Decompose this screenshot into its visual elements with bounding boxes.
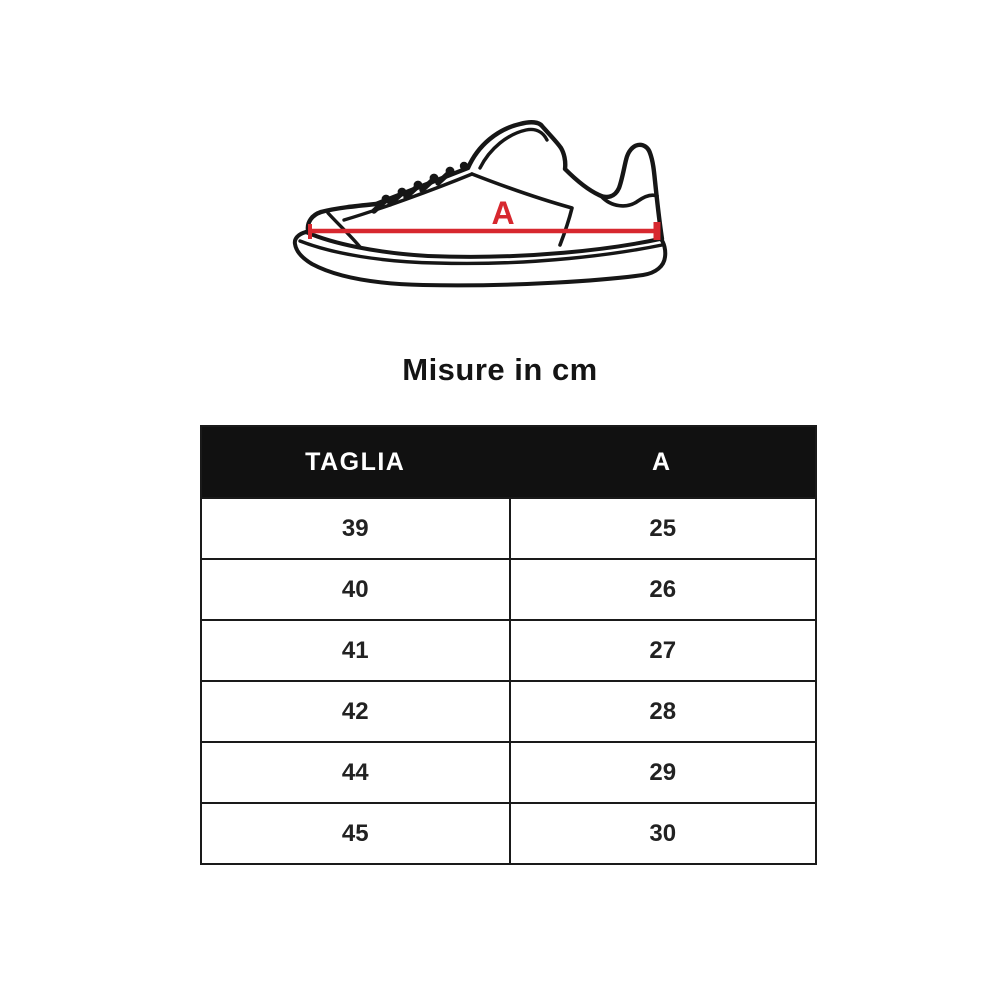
outsole-outline <box>292 230 668 288</box>
table-row: 40 26 <box>202 558 815 619</box>
size-cell: 40 <box>341 575 369 603</box>
table-row: 39 25 <box>202 497 815 558</box>
length-cell: 25 <box>508 499 816 558</box>
heel-patch-line <box>599 193 659 208</box>
sneaker-drawing <box>292 120 668 288</box>
table-row: 45 30 <box>202 802 815 863</box>
page-title: Misure in cm <box>402 352 598 387</box>
lace-eyelet-dots <box>381 161 469 204</box>
length-cell: 27 <box>508 621 816 680</box>
tongue-inner-line <box>478 127 549 170</box>
quarter-seam <box>470 172 574 247</box>
header-cell-taglia: TAGLIA <box>305 447 406 476</box>
length-cell: 29 <box>508 743 816 802</box>
table-row: 41 27 <box>202 619 815 680</box>
table-row: 42 28 <box>202 680 815 741</box>
size-cell: 42 <box>341 697 369 725</box>
length-cell: 26 <box>508 560 816 619</box>
size-cell: 41 <box>341 636 369 664</box>
size-cell: 44 <box>341 758 369 786</box>
header-cell-a: A <box>651 447 672 476</box>
sole-top-line <box>304 230 662 259</box>
table-row: 44 29 <box>202 741 815 802</box>
length-cell: 30 <box>508 804 816 863</box>
shoe-measurement-figure: A <box>288 98 692 302</box>
shoe-svg: A <box>292 120 668 288</box>
measurement-label: A <box>491 195 514 231</box>
size-cell: 45 <box>341 819 369 847</box>
length-cell: 28 <box>508 682 816 741</box>
size-table: TAGLIA A 39 25 40 26 41 27 42 28 44 29 4… <box>200 425 817 865</box>
table-header-row: TAGLIA A <box>202 427 815 497</box>
measurement-line <box>308 222 661 240</box>
shoe-upper-outline <box>305 120 665 242</box>
size-cell: 39 <box>341 514 369 542</box>
sole-mid-seam <box>298 239 664 266</box>
